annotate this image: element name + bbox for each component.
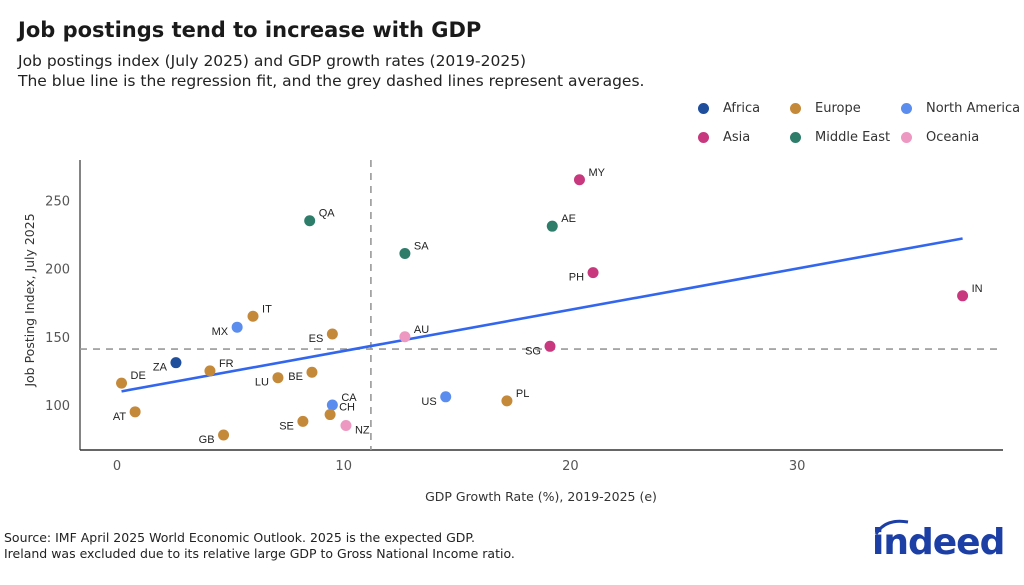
point-label: LU: [255, 377, 269, 389]
point-label: MX: [212, 326, 229, 338]
exclusion-note: Ireland was excluded due to its relative…: [4, 546, 515, 561]
point-label: ES: [309, 333, 324, 345]
data-point-lu: [272, 372, 284, 384]
legend-label: Oceania: [926, 130, 980, 145]
data-point-ae: [546, 220, 558, 232]
legend-item-north-america: North America: [901, 101, 1020, 116]
data-point-qa: [304, 215, 316, 227]
data-point-es: [326, 328, 338, 340]
data-point-de: [116, 377, 128, 389]
chart-title: Job postings tend to increase with GDP: [18, 18, 482, 42]
point-label: MY: [588, 167, 605, 179]
data-point-sg: [544, 340, 556, 352]
point-label: SA: [414, 240, 429, 252]
legend-item-oceania: Oceania: [901, 130, 979, 145]
legend-item-africa: Africa: [698, 101, 760, 116]
legend-swatch: [901, 132, 912, 143]
point-label: GB: [199, 434, 215, 446]
point-label: NZ: [355, 424, 370, 436]
legend-item-europe: Europe: [790, 101, 861, 116]
indeed-logo: indeed: [872, 519, 1005, 563]
data-point-sa: [399, 247, 411, 259]
data-point-pl: [501, 395, 513, 407]
legend-swatch: [901, 103, 912, 114]
y-tick-label: 200: [45, 263, 70, 278]
point-label: FR: [219, 358, 234, 370]
x-axis-label: GDP Growth Rate (%), 2019-2025 (e): [425, 489, 657, 504]
data-point-gb: [218, 429, 230, 441]
legend-label: North America: [926, 101, 1021, 116]
data-point-ch: [324, 409, 336, 421]
logo-arc-icon: [874, 519, 909, 535]
legend-label: Asia: [723, 130, 751, 145]
legend-label: Europe: [815, 101, 861, 116]
point-label: SE: [279, 420, 294, 432]
x-tick-label: 0: [113, 459, 121, 474]
point-label: AU: [414, 324, 429, 336]
point-label: AE: [561, 213, 576, 225]
x-tick-label: 30: [789, 459, 806, 474]
data-point-au: [399, 331, 411, 343]
y-tick-label: 150: [45, 331, 70, 346]
data-point-nz: [340, 419, 352, 431]
point-label: US: [421, 396, 436, 408]
data-point-ca: [326, 399, 338, 411]
point-label: SG: [525, 345, 541, 357]
data-point-it: [247, 310, 259, 322]
legend-item-middle-east: Middle East: [790, 130, 890, 145]
y-axis-label: Job Posting Index, July 2025: [22, 213, 37, 387]
point-label: IN: [972, 283, 983, 295]
point-label: DE: [131, 370, 146, 382]
data-point-mx: [231, 321, 243, 333]
point-label: PH: [569, 272, 584, 284]
data-point-ph: [587, 267, 599, 279]
x-tick-label: 20: [562, 459, 579, 474]
data-point-at: [129, 406, 141, 418]
point-label: CH: [339, 402, 355, 414]
legend-swatch: [790, 103, 801, 114]
regression-line: [121, 237, 963, 393]
point-label: QA: [319, 208, 336, 220]
legend-swatch: [698, 103, 709, 114]
point-label: PL: [516, 388, 529, 400]
logo-text: indeed: [872, 522, 1005, 563]
point-label: CA: [341, 392, 357, 404]
chart-subtitle: Job postings index (July 2025) and GDP g…: [18, 52, 527, 70]
data-point-se: [297, 415, 309, 427]
x-tick-label: 10: [335, 459, 352, 474]
point-label: BE: [288, 371, 303, 383]
source-note: Source: IMF April 2025 World Economic Ou…: [4, 530, 475, 545]
data-point-my: [573, 174, 585, 186]
y-tick-label: 100: [45, 399, 70, 414]
data-point-za: [170, 357, 182, 369]
data-point-us: [440, 391, 452, 403]
point-label: ZA: [153, 362, 168, 374]
legend-item-asia: Asia: [698, 130, 750, 145]
data-point-be: [306, 366, 318, 378]
y-tick-label: 250: [45, 194, 70, 209]
point-label: AT: [113, 411, 127, 423]
legend-label: Africa: [723, 101, 761, 116]
data-point-in: [957, 290, 969, 302]
chart-description: The blue line is the regression fit, and…: [18, 72, 645, 90]
point-label: IT: [262, 303, 272, 315]
legend-swatch: [698, 132, 709, 143]
legend-swatch: [790, 132, 801, 143]
data-point-fr: [204, 365, 216, 377]
legend-label: Middle East: [815, 130, 891, 145]
